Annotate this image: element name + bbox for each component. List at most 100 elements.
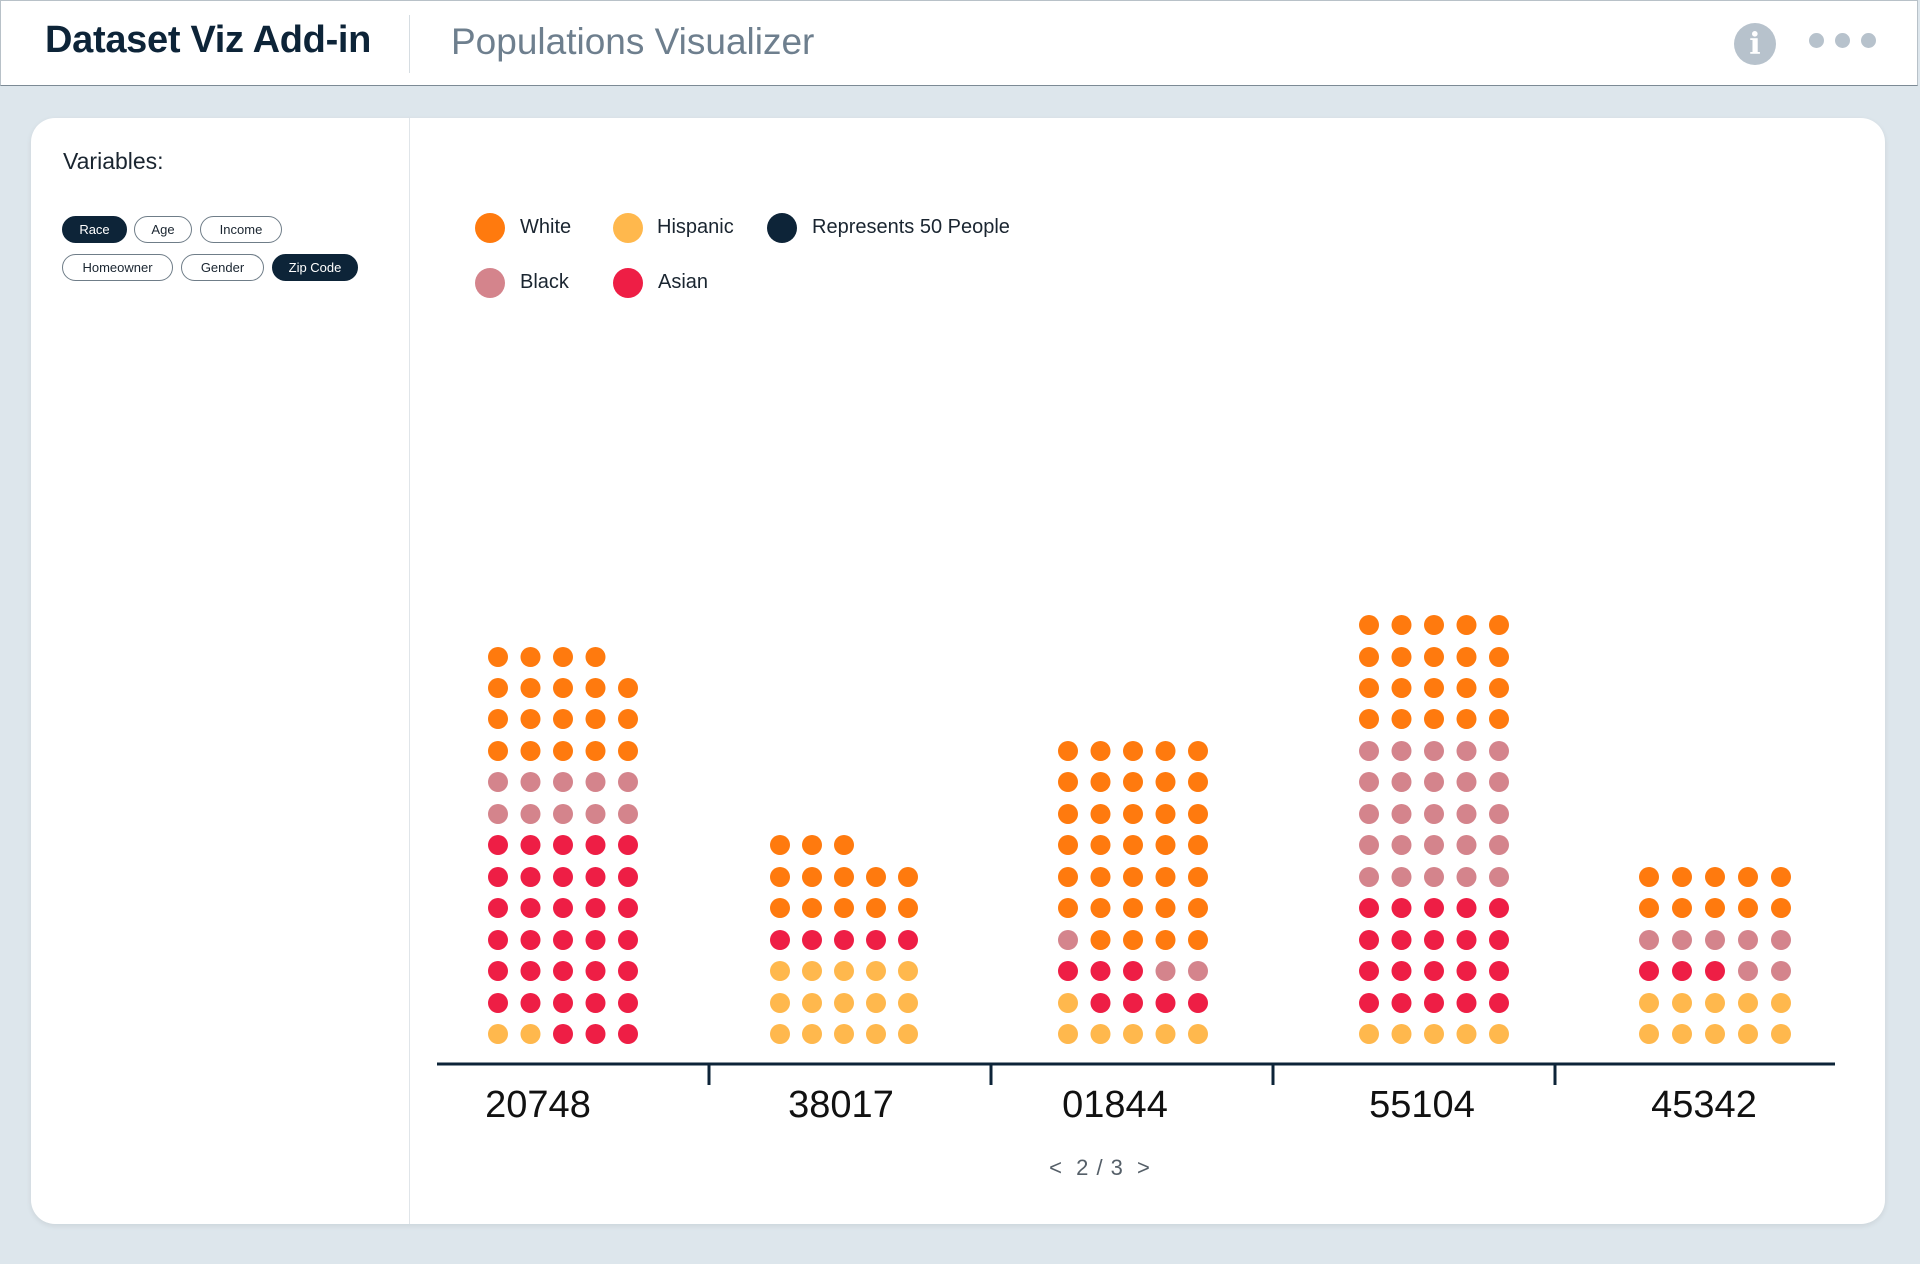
dot-asian [553,898,573,918]
header-divider [409,15,410,73]
dot-asian [520,961,541,981]
dot-asian [898,930,918,950]
dot-white [1188,867,1208,887]
dot-asian [585,1024,606,1044]
dot-black [618,772,638,792]
dot-hispanic [802,993,822,1013]
dot-white [1090,741,1111,761]
dot-black [1424,741,1444,761]
more-options-icon[interactable] [1809,30,1879,50]
dot-white [866,898,886,918]
dot-black [1359,835,1379,855]
more-dot [1861,33,1876,48]
dot-black [1155,961,1176,981]
dot-hispanic [1391,1024,1412,1044]
dot-black [1489,741,1509,761]
dot-white [1672,898,1692,918]
dot-white [1123,835,1143,855]
dot-hispanic [898,1024,918,1044]
dot-hispanic [1456,1024,1477,1044]
dot-hispanic [1639,1024,1659,1044]
dot-asian [1391,930,1412,950]
dot-white [488,741,508,761]
dot-white [520,741,541,761]
pill-homeowner[interactable]: Homeowner [62,254,173,281]
dot-white [1489,709,1509,729]
pager-next-button[interactable]: > [1137,1155,1151,1180]
dot-black [553,772,573,792]
dot-asian [1424,930,1444,950]
dot-white [1424,647,1444,667]
dot-white [1155,804,1176,824]
variables-label: Variables: [63,148,164,174]
main-card [31,118,1885,1224]
dot-asian [1489,993,1509,1013]
legend-white-label: White [520,216,572,238]
dot-black [1188,961,1208,981]
pill-gender[interactable]: Gender [181,254,264,281]
pill-race[interactable]: Race [62,216,127,243]
dot-white [618,741,638,761]
dot-white [1155,867,1176,887]
legend-hispanic-label: Hispanic [657,216,734,238]
dot-asian [585,930,606,950]
dot-hispanic [1771,993,1791,1013]
dot-asian [1489,930,1509,950]
dot-white [1123,930,1143,950]
dot-white [585,709,606,729]
dot-white [553,647,573,667]
dot-black [553,804,573,824]
x-tick-label: 45342 [1651,1084,1757,1126]
dot-white [834,835,854,855]
dot-white [1456,647,1477,667]
more-dot [1835,33,1850,48]
dot-hispanic [866,961,886,981]
pager-prev-button[interactable]: < [1049,1155,1063,1180]
dot-black [1359,867,1379,887]
dot-white [1391,615,1412,635]
dot-white [1058,772,1078,792]
dot-asian [1155,993,1176,1013]
pill-age[interactable]: Age [134,216,192,243]
dot-white [1456,709,1477,729]
dot-hispanic [770,1024,790,1044]
sidebar-divider [409,118,410,1224]
dot-black [1359,741,1379,761]
dot-white [866,867,886,887]
dot-white [1738,867,1758,887]
dot-asian [553,930,573,950]
dot-asian [1188,993,1208,1013]
legend-asian-dot [613,268,643,298]
dot-hispanic [1090,1024,1111,1044]
dot-white [770,835,790,855]
dot-asian [1424,961,1444,981]
pill-income[interactable]: Income [200,216,282,243]
pill-zip-code[interactable]: Zip Code [272,254,358,281]
dot-black [1424,867,1444,887]
dot-white [1672,867,1692,887]
dot-black [1424,835,1444,855]
info-icon[interactable]: i [1734,23,1776,65]
dot-white [553,709,573,729]
dot-black [618,804,638,824]
dot-asian [1639,961,1659,981]
dot-black [1359,772,1379,792]
dot-asian [1359,930,1379,950]
dot-hispanic [1058,993,1078,1013]
dot-asian [1123,961,1143,981]
dot-black [585,804,606,824]
dot-white [1705,867,1725,887]
dot-white [1058,804,1078,824]
dot-white [1489,615,1509,635]
dot-hispanic [488,1024,508,1044]
dot-hispanic [1771,1024,1791,1044]
dot-black [488,804,508,824]
dot-white [1188,804,1208,824]
dot-black [1391,835,1412,855]
dot-asian [488,961,508,981]
dot-asian [1705,961,1725,981]
dot-white [1359,678,1379,698]
x-tick-label: 20748 [485,1084,591,1126]
dot-white [1155,930,1176,950]
